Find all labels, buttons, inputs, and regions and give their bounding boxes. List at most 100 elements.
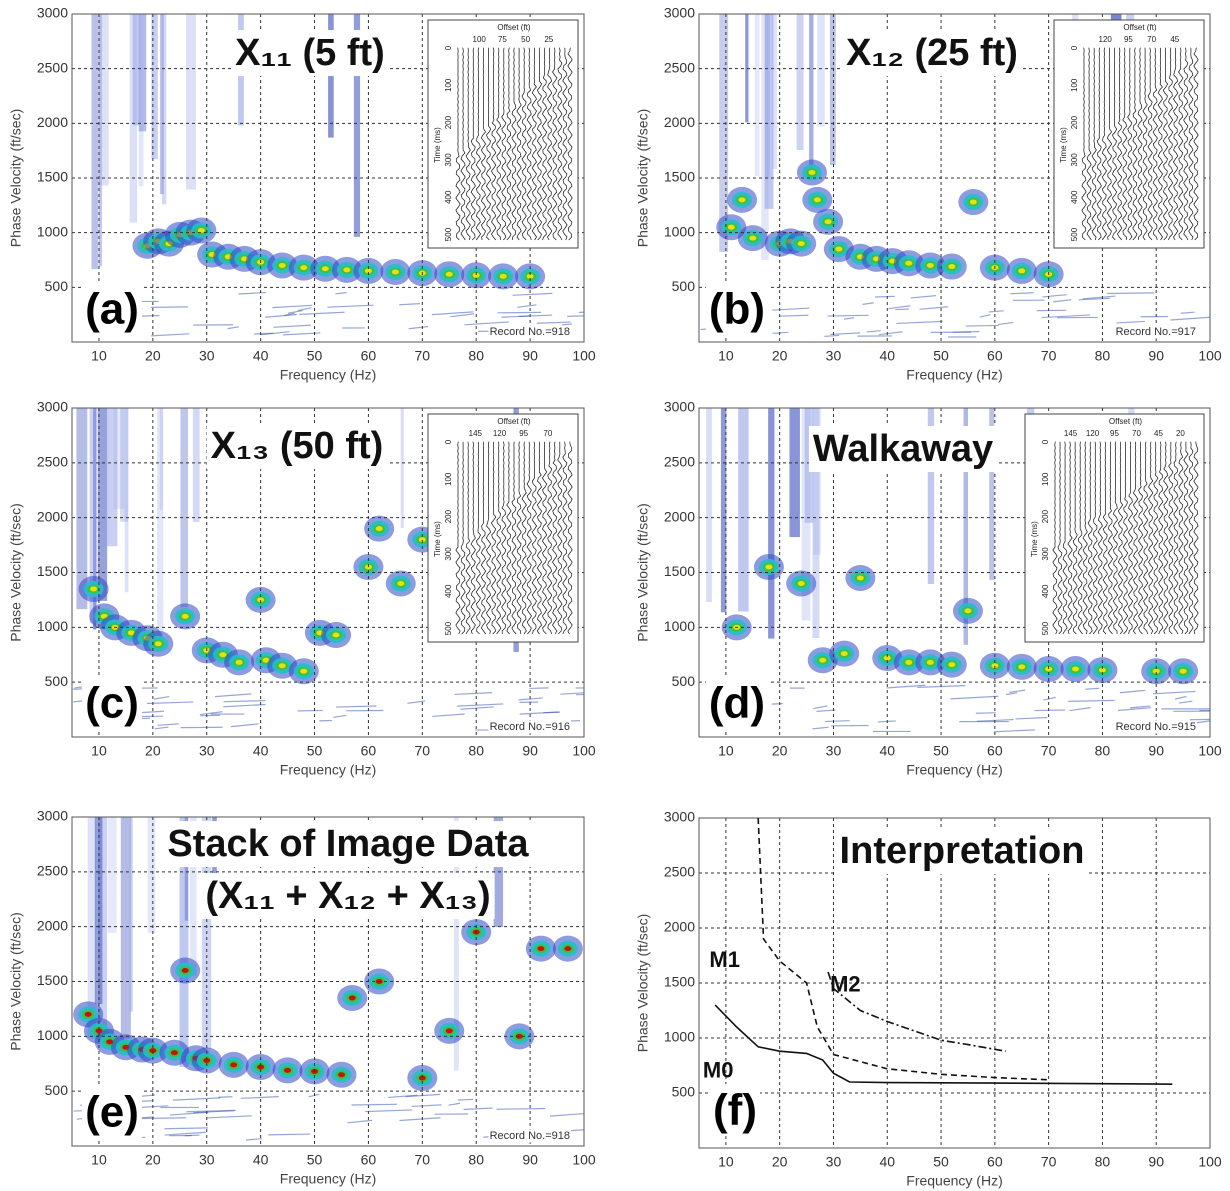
blob-core (765, 564, 773, 570)
panel-title-bg (835, 828, 1089, 875)
y-tick-label: 1000 (37, 1027, 68, 1043)
inset-trace (1188, 47, 1194, 241)
noise (308, 1093, 320, 1098)
inset-trace (562, 441, 568, 635)
x-tick-label: 50 (307, 743, 323, 759)
inset-trace (1077, 441, 1083, 635)
series-label: M0 (703, 1058, 734, 1083)
series-line (714, 1004, 1173, 1085)
inset-trace (521, 441, 527, 635)
noise (1043, 696, 1056, 701)
streak (120, 408, 129, 522)
y-axis-label: Phase Velocity (ft/sec) (8, 503, 24, 642)
inset-trace (1168, 441, 1174, 635)
inset-trace (1152, 47, 1158, 241)
inset-trace (1106, 47, 1113, 241)
blob-core (926, 659, 934, 665)
ridge-blob (872, 645, 903, 672)
blob-core (797, 580, 805, 586)
noise (1082, 295, 1116, 300)
inset-trace (1157, 47, 1163, 241)
streak (745, 14, 749, 123)
noise (448, 1102, 461, 1106)
streak (138, 14, 147, 132)
noise (862, 302, 874, 305)
inset-x-tick: 95 (519, 429, 528, 438)
inset-y-tick: 300 (444, 547, 453, 561)
inset-x-tick: 120 (493, 429, 507, 438)
inset-trace (562, 47, 568, 241)
ridge-blob (224, 649, 255, 676)
inset-y-tick: 400 (1070, 190, 1079, 204)
record-note-bg (1114, 325, 1197, 339)
ridge-blob (245, 1054, 276, 1081)
x-tick-label: 50 (307, 348, 323, 364)
y-tick-label: 3000 (664, 809, 695, 825)
inset-trace (496, 47, 502, 241)
panel-label-bg (82, 1086, 142, 1139)
blob-core (149, 1048, 157, 1054)
ridge-blob (796, 159, 827, 186)
inset-trace (1188, 441, 1194, 635)
panel-title-bg (808, 426, 998, 473)
x-tick-label: 10 (718, 743, 734, 759)
inset-trace (557, 47, 563, 241)
noise (1153, 690, 1196, 695)
inset-trace (1101, 47, 1107, 241)
ridge-blob (310, 255, 341, 282)
inset-trace (567, 441, 573, 635)
blob-core (515, 1033, 523, 1039)
inset-y-tick: 300 (1070, 153, 1079, 167)
inset-trace (516, 47, 522, 241)
noise (549, 1112, 584, 1117)
noise (347, 1119, 373, 1124)
noise (866, 330, 881, 333)
x-tick-label: 70 (415, 1152, 431, 1168)
x-tick-label: 70 (415, 743, 431, 759)
ridge-blob (727, 186, 758, 213)
inset-x-tick: 145 (469, 429, 483, 438)
noise (405, 1093, 441, 1098)
panel-label-bg (705, 283, 769, 336)
ridge-blob (78, 575, 109, 602)
blob-core (127, 630, 135, 636)
y-tick-label: 2500 (664, 864, 695, 880)
blob-core (230, 1062, 238, 1068)
inset-trace (470, 47, 476, 241)
blob-core (170, 1050, 178, 1056)
inset-trace (1067, 441, 1073, 635)
streak (706, 408, 712, 603)
blob-core (964, 608, 972, 614)
inset-trace (460, 441, 466, 635)
noise (146, 701, 194, 705)
inset-trace (567, 47, 573, 241)
ridge-blob (936, 651, 967, 678)
inset-x-tick: 145 (1064, 429, 1078, 438)
ridge-blob (753, 554, 784, 581)
inset-y-tick: 100 (1070, 78, 1079, 92)
inset-y-tick: 300 (1041, 547, 1050, 561)
noise (919, 306, 948, 310)
blob-core (278, 663, 286, 669)
ridge-blob (786, 230, 817, 257)
blob-core (278, 262, 286, 268)
streak (789, 408, 800, 538)
plot-frame (71, 407, 585, 738)
streak (738, 408, 749, 612)
blob-core (257, 1064, 265, 1070)
inset-x-tick: 70 (1147, 35, 1156, 44)
blob-core (197, 227, 205, 233)
ridge-blob (786, 570, 817, 597)
plot-frame (698, 407, 1211, 738)
panel-title-bg (206, 423, 388, 470)
inset-trace (1111, 47, 1118, 241)
plot-frame (698, 817, 1211, 1149)
x-tick-label: 60 (987, 348, 1003, 364)
inset-trace (1153, 441, 1159, 635)
x-tick-label: 30 (826, 1154, 842, 1170)
ridge-blob (434, 261, 465, 288)
inset-trace (506, 441, 512, 635)
series-label: M2 (830, 971, 861, 996)
ridge-blob (186, 217, 217, 244)
inset-trace (470, 441, 476, 635)
